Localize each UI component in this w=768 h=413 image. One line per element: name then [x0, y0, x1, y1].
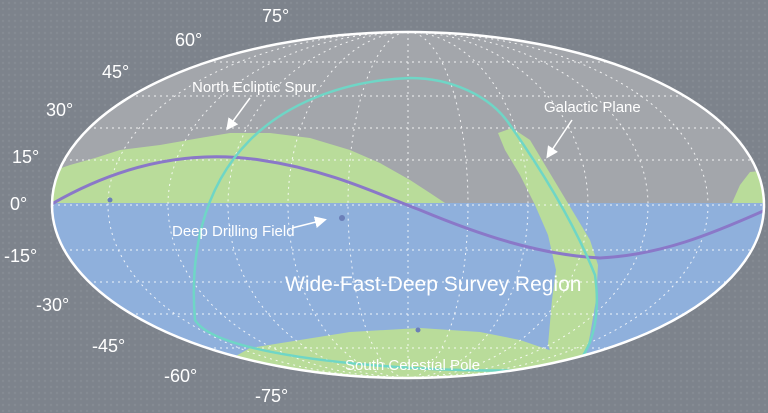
lat-label-30: 30° [46, 100, 73, 120]
lat-label-0: 0° [10, 194, 27, 214]
ecliptic-line [52, 155, 764, 260]
latitude-labels: 75° 60° 45° 30° 15° 0° -15° -30° -45° -6… [4, 6, 289, 406]
galactic-plane-label: Galactic Plane [544, 99, 641, 116]
south-celestial-pole-region [205, 328, 580, 378]
field-marker [107, 197, 113, 203]
lat-label-45: 45° [102, 62, 129, 82]
deep-drilling-field-marker [339, 215, 345, 221]
north-ecliptic-spur-label: North Ecliptic Spur [192, 79, 316, 96]
lat-label-minus45: -45° [92, 336, 125, 356]
galactic-plane-region [498, 128, 598, 370]
north-ecliptic-spur-region [52, 133, 445, 203]
north-ecliptic-spur-arrow [226, 97, 251, 131]
lat-label-15: 15° [12, 147, 39, 167]
sky-map-outline [50, 30, 766, 380]
south-celestial-pole-label: South Celestial Pole [345, 357, 480, 374]
lat-label-minus30: -30° [36, 295, 69, 315]
wide-fast-deep-label: Wide-Fast-Deep Survey Region [285, 273, 581, 296]
deep-drilling-field-arrow [291, 216, 327, 229]
lat-label-75: 75° [262, 6, 289, 26]
deep-drilling-field-label: Deep Drilling Field [172, 223, 295, 240]
lat-label-minus60: -60° [164, 366, 197, 386]
grid-lines [52, 32, 764, 378]
field-marker [415, 327, 421, 333]
lat-label-60: 60° [175, 30, 202, 50]
galactic-line [192, 76, 599, 372]
lat-label-minus75: -75° [255, 386, 288, 406]
lat-label-minus15: -15° [4, 246, 37, 266]
galactic-plane-arrow [546, 119, 573, 159]
